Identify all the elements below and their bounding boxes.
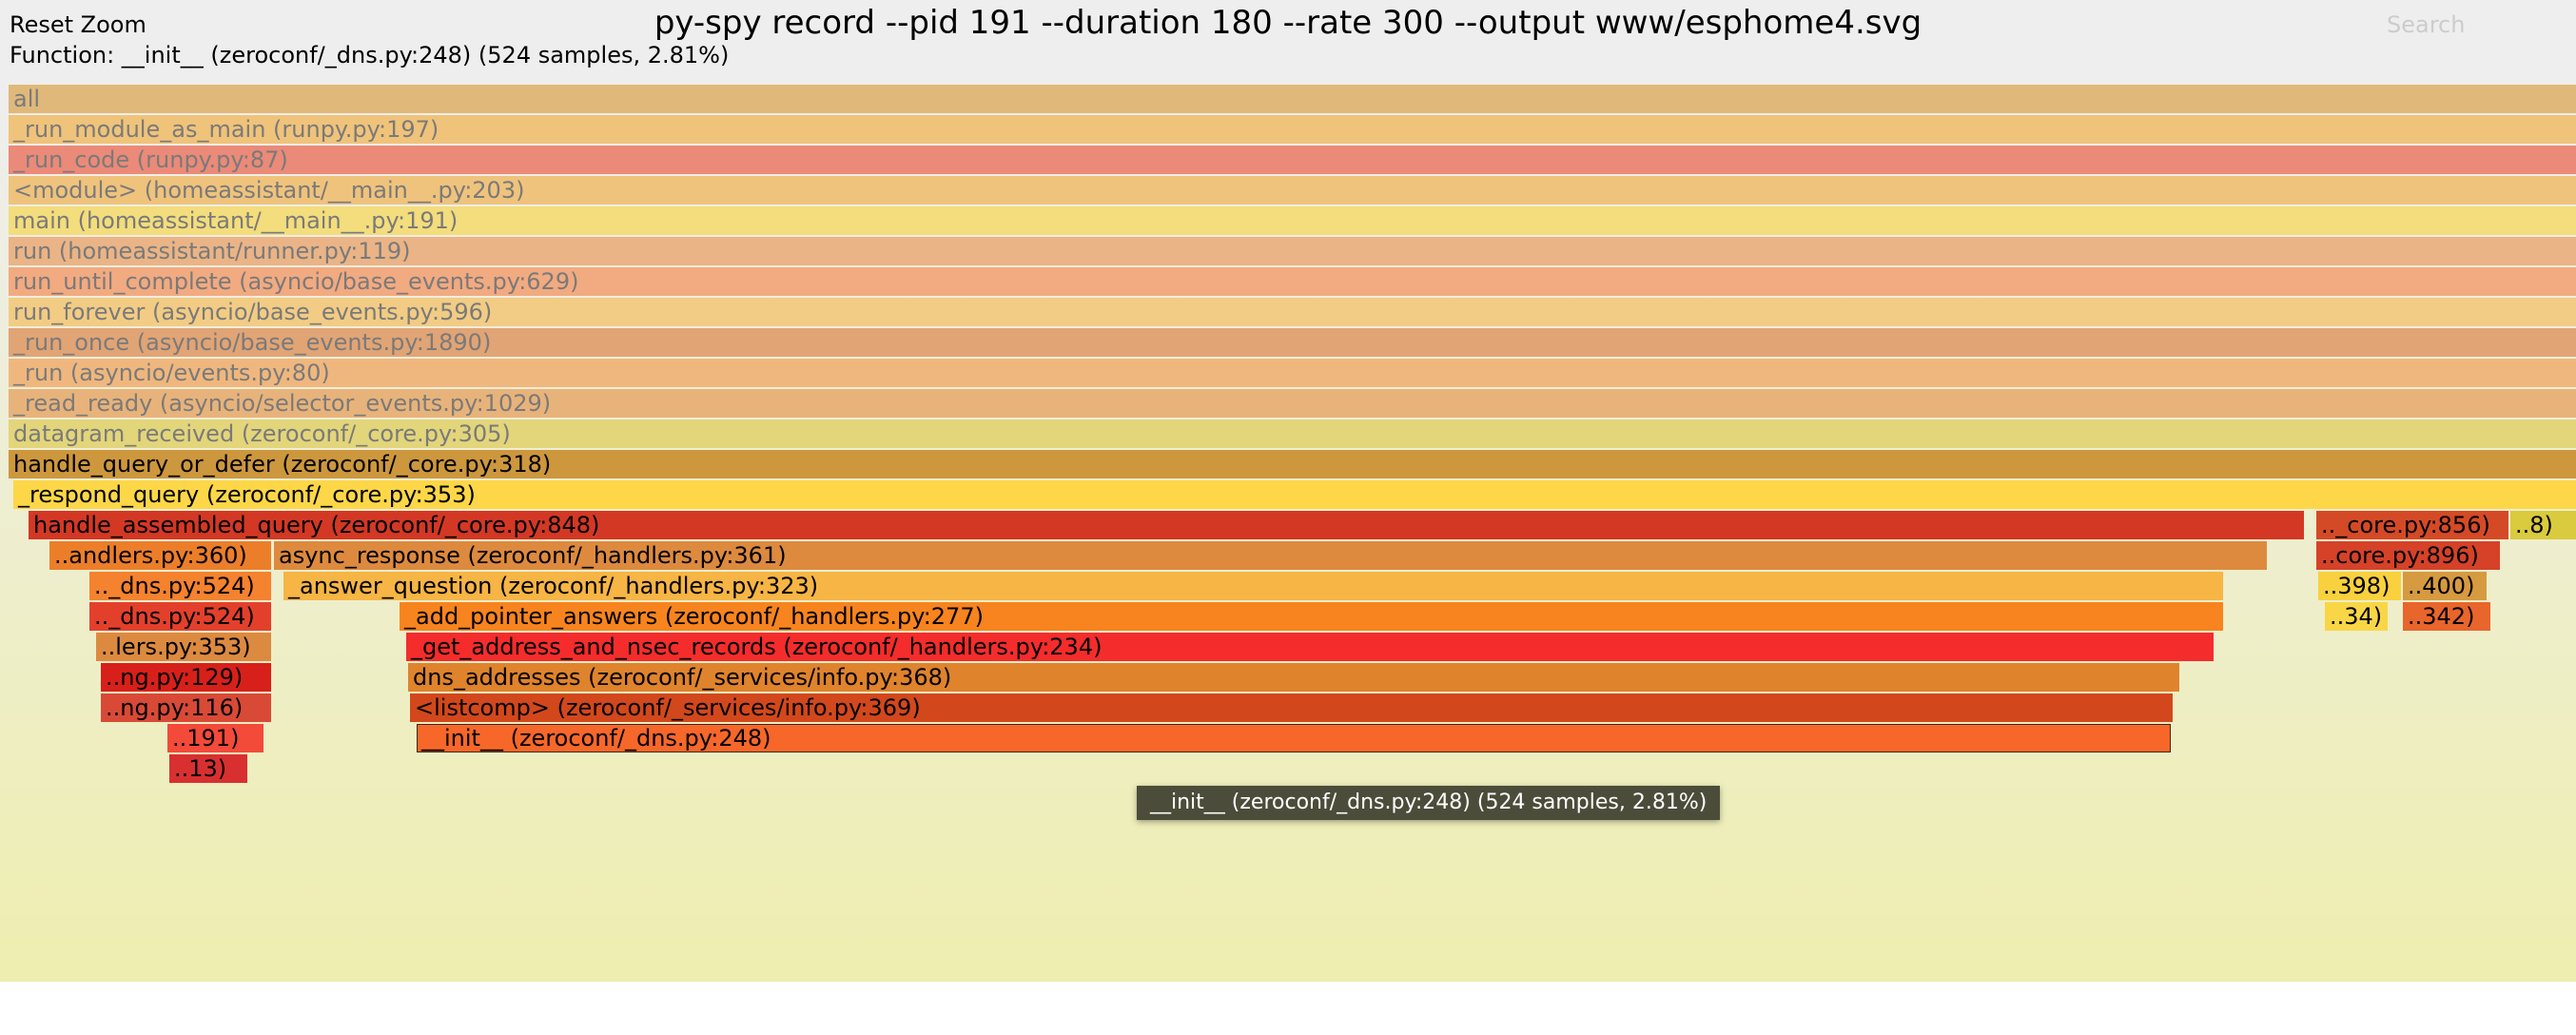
flame-frame[interactable]: all: [9, 85, 2576, 113]
flame-frame[interactable]: ..ng.py:116): [101, 693, 271, 722]
flame-frame[interactable]: _get_address_and_nsec_records (zeroconf/…: [406, 633, 2214, 661]
flame-frame[interactable]: ..191): [167, 724, 263, 752]
flame-frame[interactable]: .._core.py:856): [2316, 511, 2508, 539]
flame-frame-selected[interactable]: __init__ (zeroconf/_dns.py:248): [417, 724, 2171, 752]
flame-frame[interactable]: ..342): [2403, 602, 2490, 631]
flame-frame[interactable]: _answer_question (zeroconf/_handlers.py:…: [283, 572, 2223, 600]
flame-frame[interactable]: ..lers.py:353): [96, 633, 271, 661]
flame-frame[interactable]: _read_ready (asyncio/selector_events.py:…: [9, 389, 2576, 418]
flame-frame[interactable]: run_forever (asyncio/base_events.py:596): [9, 298, 2576, 326]
flamegraph-frames: all _run_module_as_main (runpy.py:197) _ru…: [9, 85, 2576, 783]
flame-frame[interactable]: run_until_complete (asyncio/base_events.…: [9, 267, 2576, 296]
flame-frame[interactable]: .._dns.py:524): [89, 572, 271, 600]
flame-frame[interactable]: ..ng.py:129): [101, 663, 271, 692]
flame-frame[interactable]: async_response (zeroconf/_handlers.py:36…: [274, 541, 2267, 570]
flame-frame[interactable]: _run_module_as_main (runpy.py:197): [9, 115, 2576, 144]
frame-tooltip: __init__ (zeroconf/_dns.py:248) (524 sam…: [1137, 786, 1721, 820]
flame-frame[interactable]: main (homeassistant/__main__.py:191): [9, 206, 2576, 235]
flame-frame[interactable]: _respond_query (zeroconf/_core.py:353): [13, 480, 2576, 509]
flame-frame[interactable]: _run_code (runpy.py:87): [9, 146, 2576, 174]
flame-frame[interactable]: ..core.py:896): [2316, 541, 2500, 570]
flame-frame[interactable]: datagram_received (zeroconf/_core.py:305…: [9, 420, 2576, 448]
flame-frame[interactable]: _run_once (asyncio/base_events.py:1890): [9, 328, 2576, 357]
function-details: Function: __init__ (zeroconf/_dns.py:248…: [10, 42, 730, 68]
flame-frame[interactable]: dns_addresses (zeroconf/_services/info.p…: [408, 663, 2179, 692]
reset-zoom-button[interactable]: Reset Zoom: [10, 11, 146, 38]
flame-frame[interactable]: <module> (homeassistant/__main__.py:203): [9, 176, 2576, 205]
flame-frame[interactable]: ..8): [2510, 511, 2576, 539]
flame-frame[interactable]: <listcomp> (zeroconf/_services/info.py:3…: [410, 693, 2173, 722]
flame-frame[interactable]: _run (asyncio/events.py:80): [9, 359, 2576, 387]
flame-frame[interactable]: .._dns.py:524): [89, 602, 271, 631]
flame-frame[interactable]: _add_pointer_answers (zeroconf/_handlers…: [400, 602, 2223, 631]
flame-frame[interactable]: ..400): [2403, 572, 2487, 600]
flame-frame[interactable]: ..andlers.py:360): [49, 541, 271, 570]
flame-frame[interactable]: run (homeassistant/runner.py:119): [9, 237, 2576, 265]
flame-frame[interactable]: ..34): [2325, 602, 2388, 631]
search-button[interactable]: Search: [2387, 11, 2466, 38]
flame-frame[interactable]: ..398): [2318, 572, 2401, 600]
flame-frame[interactable]: ..13): [169, 754, 247, 783]
flame-frame[interactable]: handle_query_or_defer (zeroconf/_core.py…: [9, 450, 2576, 478]
page-title: py-spy record --pid 191 --duration 180 -…: [654, 4, 1922, 42]
flame-frame[interactable]: handle_assembled_query (zeroconf/_core.p…: [29, 511, 2304, 539]
